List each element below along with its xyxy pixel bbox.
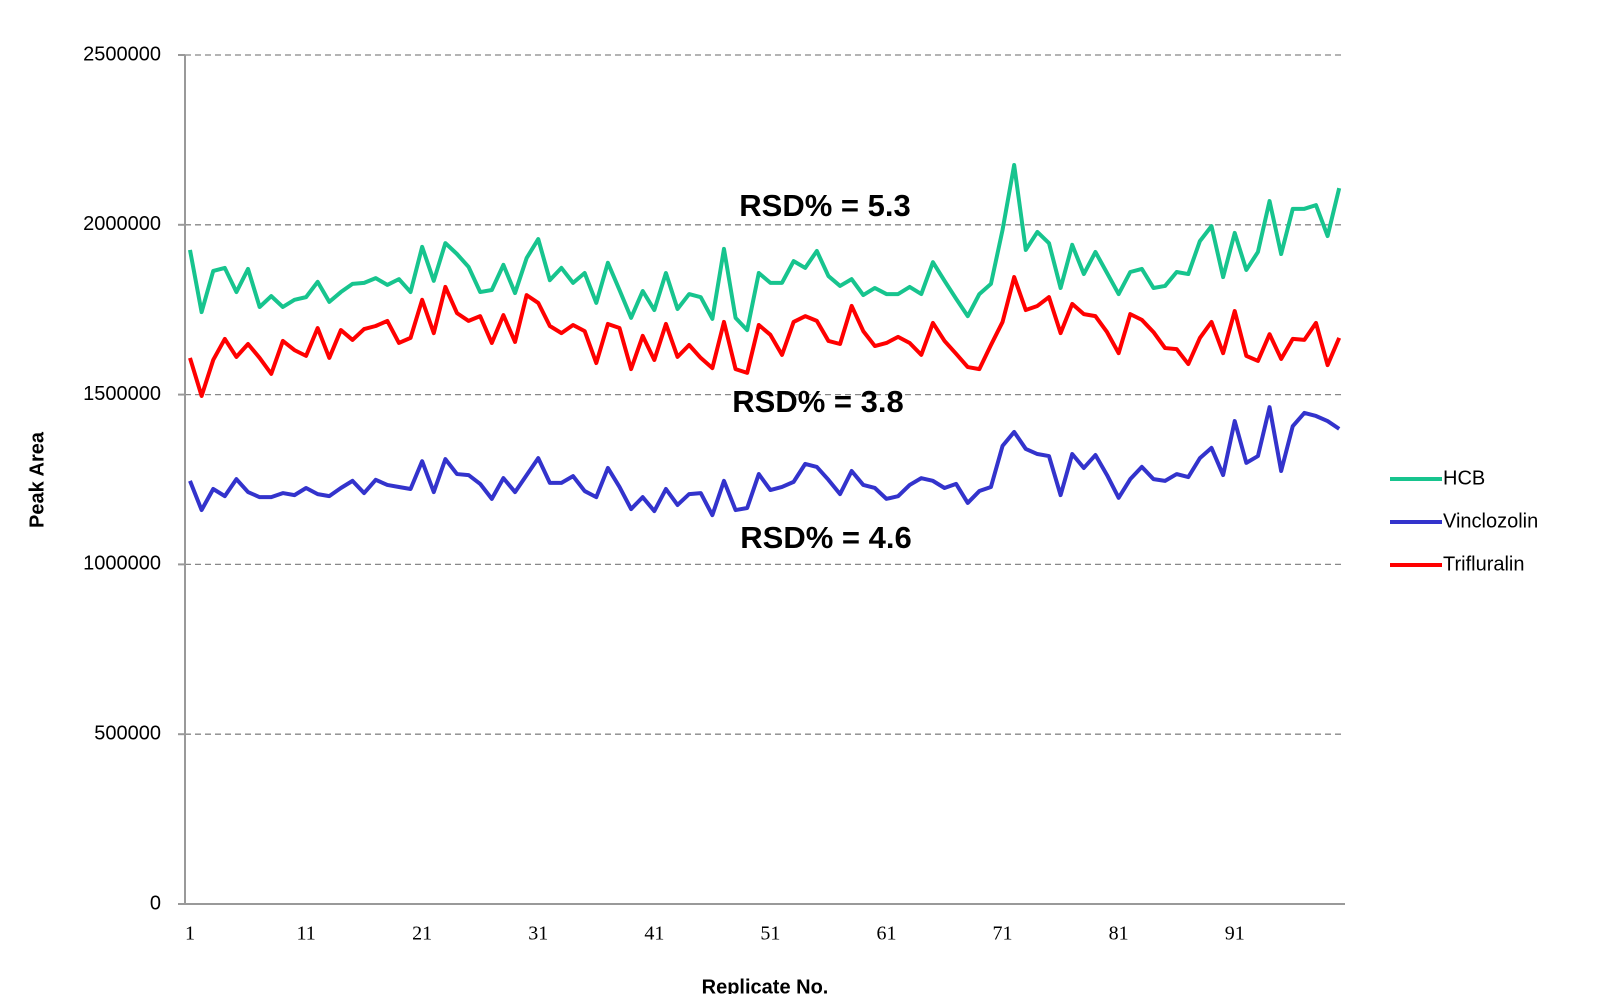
x-tick-label: 51 xyxy=(760,923,780,945)
legend-label: HCB xyxy=(1443,467,1485,489)
annotation: RSD% = 3.8 xyxy=(732,384,903,419)
series-line xyxy=(188,405,1341,518)
annotation: RSD% = 5.3 xyxy=(739,188,910,223)
x-tick-label: 11 xyxy=(296,923,315,945)
y-tick-label: 0 xyxy=(150,892,161,914)
legend-label: Trifluralin xyxy=(1443,553,1525,575)
y-tick-label: 1000000 xyxy=(83,553,161,575)
x-tick-label: 81 xyxy=(1109,923,1129,945)
x-tick-label: 91 xyxy=(1225,923,1245,945)
y-tick-label: 1500000 xyxy=(83,383,161,405)
legend-label: Vinclozolin xyxy=(1443,510,1538,532)
x-tick-label: 31 xyxy=(528,923,548,945)
y-tick-label: 2000000 xyxy=(83,213,161,235)
series-line xyxy=(188,275,1342,398)
x-tick-label: 71 xyxy=(993,923,1013,945)
y-tick-label: 500000 xyxy=(94,722,161,744)
x-tick-label: 61 xyxy=(876,923,896,945)
x-tick-label: 21 xyxy=(412,923,432,945)
x-tick-label: 41 xyxy=(644,923,664,945)
y-tick-label: 2500000 xyxy=(83,43,161,65)
series-line xyxy=(188,163,1342,333)
annotation: RSD% = 4.6 xyxy=(740,520,911,555)
y-axis-title: Peak Area xyxy=(26,431,48,528)
x-axis-title: Replicate No. xyxy=(702,976,829,994)
x-tick-label: 1 xyxy=(185,923,195,945)
